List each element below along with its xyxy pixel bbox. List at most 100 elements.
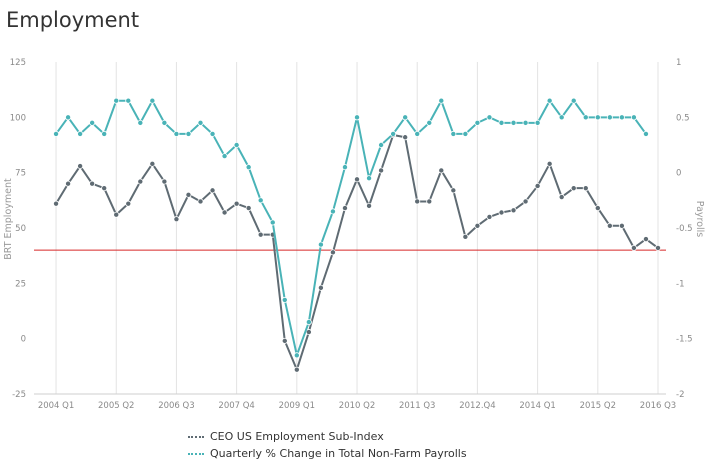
data-point	[305, 329, 312, 336]
data-point	[618, 114, 625, 121]
y-tick-label: 50	[15, 224, 26, 234]
legend-swatch-ceo	[188, 435, 204, 438]
vertical-gridlines	[34, 62, 666, 395]
data-point	[53, 200, 60, 207]
data-point	[426, 119, 433, 126]
data-point	[366, 175, 373, 182]
data-point	[233, 141, 240, 148]
data-point	[137, 178, 144, 185]
data-point	[570, 185, 577, 192]
data-point	[65, 114, 72, 121]
x-tick-label: 2004 Q1	[38, 401, 74, 411]
data-point	[197, 198, 204, 205]
data-point	[125, 200, 132, 207]
data-point	[53, 130, 60, 137]
x-tick-label: 2012.Q4	[459, 401, 495, 411]
data-point	[486, 114, 493, 121]
data-point	[630, 114, 637, 121]
legend-item-ceo[interactable]: CEO US Employment Sub-Index	[188, 428, 467, 445]
y-axis-title: BRT Employment	[3, 178, 14, 260]
data-point	[594, 114, 601, 121]
series-line	[55, 99, 647, 357]
data-point	[173, 130, 180, 137]
data-point	[317, 241, 324, 248]
data-point	[378, 167, 385, 174]
data-point	[534, 182, 541, 189]
y-tick-label: 25	[15, 279, 26, 289]
data-point	[618, 222, 625, 229]
data-point	[354, 114, 361, 121]
data-point	[305, 319, 312, 326]
data-point	[378, 141, 385, 148]
data-point	[257, 231, 264, 238]
data-point	[113, 97, 120, 104]
data-point	[630, 244, 637, 251]
data-point	[161, 119, 168, 126]
data-point	[522, 119, 529, 126]
data-point	[558, 114, 565, 121]
data-point	[281, 337, 288, 344]
data-point	[185, 130, 192, 137]
data-point	[197, 119, 204, 126]
data-point	[474, 119, 481, 126]
data-point	[402, 114, 409, 121]
data-point	[77, 130, 84, 137]
data-point	[498, 209, 505, 216]
data-point	[390, 130, 397, 137]
data-point	[209, 187, 216, 194]
data-point	[462, 130, 469, 137]
y2-tick-label: -2	[676, 390, 684, 400]
data-point	[414, 198, 421, 205]
data-point	[149, 160, 156, 167]
data-point	[173, 216, 180, 223]
data-point	[486, 213, 493, 220]
data-point	[642, 130, 649, 137]
data-point	[474, 222, 481, 229]
data-point	[498, 119, 505, 126]
data-point	[161, 178, 168, 185]
y2-tick-label: 0.5	[676, 113, 690, 123]
data-point	[606, 222, 613, 229]
y2-tick-label: -0.5	[676, 224, 693, 234]
y2-tick-label: 0	[676, 169, 681, 179]
data-point	[221, 209, 228, 216]
data-point	[89, 180, 96, 187]
data-point	[642, 236, 649, 243]
data-point	[329, 208, 336, 215]
data-point	[329, 249, 336, 256]
series-payrolls	[53, 97, 649, 359]
x-tick-label: 2006 Q3	[158, 401, 194, 411]
data-point	[149, 97, 156, 104]
series-layer	[53, 97, 662, 373]
data-point	[89, 119, 96, 126]
data-point	[125, 97, 132, 104]
legend-swatch-payrolls	[188, 452, 204, 455]
data-point	[317, 284, 324, 291]
x-tick-label: 2010 Q2	[339, 401, 375, 411]
data-point	[606, 114, 613, 121]
data-point	[570, 97, 577, 104]
data-point	[257, 197, 264, 204]
legend-label-payrolls: Quarterly % Change in Total Non-Farm Pay…	[210, 447, 467, 460]
data-point	[402, 134, 409, 141]
y2-tick-label: 1	[676, 58, 681, 68]
data-point	[137, 119, 144, 126]
data-point	[450, 130, 457, 137]
data-point	[546, 97, 553, 104]
x-tick-label: 2015 Q2	[580, 401, 616, 411]
y-tick-label: 100	[10, 113, 26, 123]
series-ceo	[53, 132, 662, 373]
data-point	[414, 130, 421, 137]
y-tick-label: -25	[12, 390, 26, 400]
y2-axis-title: Payrolls	[694, 201, 705, 238]
data-point	[366, 202, 373, 209]
data-point	[221, 153, 228, 160]
legend-item-payrolls[interactable]: Quarterly % Change in Total Non-Farm Pay…	[188, 445, 467, 462]
data-point	[293, 366, 300, 373]
x-axis-ticks: 2004 Q1 2005 Q2 2006 Q3 2007 Q4 2009 Q1 2010 …	[38, 401, 676, 411]
y-tick-label: 0	[21, 335, 26, 345]
y2-tick-label: -1.5	[676, 335, 693, 345]
x-tick-label: 2011 Q3	[399, 401, 435, 411]
data-point	[341, 205, 348, 212]
data-point	[101, 185, 108, 192]
